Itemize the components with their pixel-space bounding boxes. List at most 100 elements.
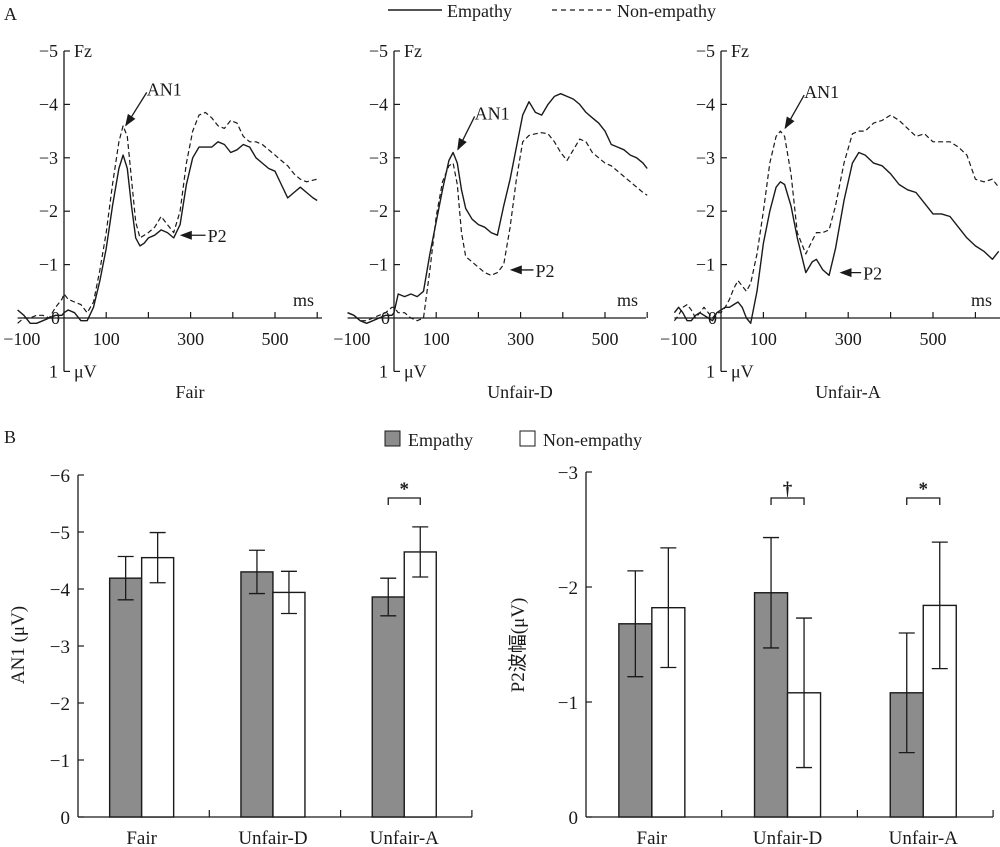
non-empathy-waveform xyxy=(673,114,1000,322)
y-tick-label: −2 xyxy=(50,694,70,715)
x-tick-label: 500 xyxy=(920,329,947,349)
empathy-waveform xyxy=(17,141,318,324)
x-tick-label: 300 xyxy=(507,329,534,349)
y-tick-label: −6 xyxy=(50,466,70,487)
electrode-label: Fz xyxy=(74,41,92,61)
non-empathy-bar xyxy=(140,556,175,818)
annotation-arrowhead xyxy=(457,137,467,151)
y-tick-label: −3 xyxy=(39,148,58,168)
x-tick-label: 100 xyxy=(93,329,120,349)
legend-empathy-bar-label: Empathy xyxy=(408,430,473,450)
annotation-label-an1: AN1 xyxy=(475,103,510,123)
y-unit-label: μV xyxy=(731,361,754,381)
x-tick-label: 500 xyxy=(262,329,289,349)
y-axis-title: P2波幅(μV) xyxy=(507,598,529,693)
y-tick-label: −3 xyxy=(369,148,388,168)
electrode-label: Fz xyxy=(404,41,422,61)
y-tick-label: −2 xyxy=(558,578,578,599)
y-tick-label: −1 xyxy=(369,255,388,275)
x-tick-label: Fair xyxy=(637,828,668,847)
significance-marker: † xyxy=(783,479,793,500)
x-unit-label: ms xyxy=(293,290,314,310)
annotation-label-an1: AN1 xyxy=(804,82,839,102)
annotation-label-p2: P2 xyxy=(863,264,882,284)
annotation-arrowhead xyxy=(125,113,136,127)
x-tick-label: 300 xyxy=(177,329,204,349)
empathy-waveform xyxy=(673,151,1000,324)
significance-marker: * xyxy=(919,479,929,500)
y-tick-label: 1 xyxy=(706,361,715,381)
panel-a-label: A xyxy=(4,4,17,24)
x-tick-label: 500 xyxy=(592,329,619,349)
significance-bracket xyxy=(906,497,941,505)
empathy-bar xyxy=(371,596,405,818)
x-tick-label: Unfair-A xyxy=(889,828,959,847)
x-tick-label: Unfair-D xyxy=(753,828,822,847)
legend-empathy-label: Empathy xyxy=(447,1,512,21)
x-unit-label: ms xyxy=(617,290,638,310)
y-unit-label: μV xyxy=(404,361,427,381)
y-tick-label: −3 xyxy=(50,637,70,658)
y-tick-label: −3 xyxy=(696,148,715,168)
y-tick-label: 1 xyxy=(379,361,388,381)
legend-empathy-swatch xyxy=(384,430,401,447)
empathy-bar xyxy=(108,577,143,818)
top-legend: Empathy Non-empathy xyxy=(388,1,716,21)
annotation-arrowhead xyxy=(509,265,522,275)
panel-b-label: B xyxy=(4,427,16,447)
empathy-bar xyxy=(240,571,274,818)
bottom-legend: Empathy Non-empathy xyxy=(384,430,642,450)
y-tick-label: −1 xyxy=(50,751,70,772)
y-tick-label: 0 xyxy=(569,808,579,829)
y-tick-label: −4 xyxy=(50,580,71,601)
panel-title: Unfair-D xyxy=(487,382,553,402)
y-axis-title: AN1 (μV) xyxy=(8,606,29,684)
x-tick-label: Fair xyxy=(126,828,157,847)
bar-chart-an1: −6 −5 −4 −3 −2 −1 0 AN1 (μV) Fair Unfair-D Unfair-… xyxy=(8,466,473,847)
significance-bracket xyxy=(387,497,421,505)
y-tick-label: −2 xyxy=(39,201,58,221)
annotation-arrowhead xyxy=(784,116,795,130)
significance-marker: * xyxy=(400,479,410,500)
non-empathy-bar xyxy=(272,591,306,818)
y-tick-label: −1 xyxy=(696,255,715,275)
panel-title: Unfair-A xyxy=(815,382,881,402)
x-unit-label: ms xyxy=(971,290,992,310)
y-tick-label: −1 xyxy=(39,255,58,275)
x-tick-label: 100 xyxy=(750,329,777,349)
y-tick-label: 1 xyxy=(49,361,58,381)
x-tick-label: 300 xyxy=(835,329,862,349)
x-tick-label: 100 xyxy=(423,329,450,349)
y-tick-label: −2 xyxy=(696,201,715,221)
x-tick-label: Unfair-A xyxy=(370,828,440,847)
y-unit-label: μV xyxy=(74,361,97,381)
y-tick-label: −3 xyxy=(558,463,578,484)
x-tick-label: −100 xyxy=(660,329,697,349)
y-tick-label: −4 xyxy=(696,94,715,114)
y-tick-label: −4 xyxy=(369,94,388,114)
y-tick-label: −5 xyxy=(50,523,70,544)
legend-non-empathy-bar-label: Non-empathy xyxy=(543,430,642,450)
y-tick-label: −5 xyxy=(369,41,388,61)
y-tick-label: −5 xyxy=(39,41,58,61)
bar-chart-p2: −3 −2 −1 0 P2波幅(μV) Fair Unfair-D Unfair-A † * xyxy=(507,463,994,847)
annotation-label-p2: P2 xyxy=(535,261,554,281)
non-empathy-bar xyxy=(403,551,437,818)
annotation-arrowhead xyxy=(179,230,192,240)
legend-non-empathy-swatch xyxy=(519,430,536,447)
empathy-bar xyxy=(753,592,789,818)
y-tick-label: −4 xyxy=(39,94,58,114)
x-tick-label: −100 xyxy=(333,329,370,349)
annotation-label-p2: P2 xyxy=(208,226,227,246)
annotation-label-an1: AN1 xyxy=(147,79,182,99)
electrode-label: Fz xyxy=(731,41,749,61)
y-tick-label: −5 xyxy=(696,41,715,61)
x-tick-label: Unfair-D xyxy=(238,828,307,847)
significance-bracket xyxy=(770,497,805,505)
non-empathy-waveform xyxy=(347,132,648,322)
non-empathy-waveform xyxy=(17,111,318,324)
